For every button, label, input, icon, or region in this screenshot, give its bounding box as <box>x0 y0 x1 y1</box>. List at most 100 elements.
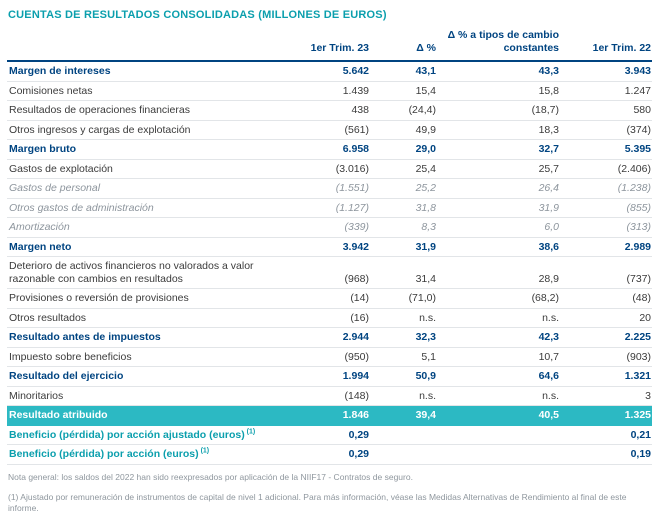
row-label: Margen neto <box>7 237 290 257</box>
row-label: Gastos de explotación <box>7 159 290 179</box>
row-value: 3.942 <box>290 237 370 257</box>
row-value: 1.846 <box>290 405 370 426</box>
row-value: 1.325 <box>560 405 652 426</box>
row-value: (374) <box>560 120 652 140</box>
row-label: Beneficio (pérdida) por acción (euros) (… <box>7 444 290 465</box>
page-title: CUENTAS DE RESULTADOS CONSOLIDADAS (MILL… <box>8 9 387 21</box>
table-row: Gastos de personal (1.551) 25,2 26,4 (1.238) <box>7 178 652 199</box>
row-label: Resultado antes de impuestos <box>7 327 290 348</box>
row-value: n.s. <box>437 386 560 406</box>
row-value: 3.943 <box>560 61 652 82</box>
table-row: Beneficio (pérdida) por acción ajustado … <box>7 425 652 445</box>
table-row: Otros resultados (16) n.s. n.s. 20 <box>7 308 652 328</box>
row-value: 6,0 <box>437 217 560 238</box>
row-label: Otros gastos de administración <box>7 198 290 218</box>
row-value: n.s. <box>437 308 560 328</box>
row-value: 2.225 <box>560 327 652 348</box>
row-label: Resultado atribuido <box>7 405 290 426</box>
row-label: Margen bruto <box>7 139 290 160</box>
row-label: Deterioro de activos financieros no valo… <box>7 256 290 289</box>
row-value: 0,29 <box>290 425 370 445</box>
row-value: 31,9 <box>437 198 560 218</box>
row-value: (855) <box>560 198 652 218</box>
table-row: Comisiones netas 1.439 15,4 15,8 1.247 <box>7 81 652 101</box>
row-value: 0,21 <box>560 425 652 445</box>
row-value: 26,4 <box>437 178 560 199</box>
row-label: Comisiones netas <box>7 81 290 101</box>
table-row: Deterioro de activos financieros no valo… <box>7 256 652 289</box>
row-value: 32,7 <box>437 139 560 160</box>
row-value: (48) <box>560 288 652 309</box>
row-label: Amortización <box>7 217 290 238</box>
row-value: 10,7 <box>437 347 560 367</box>
footnotes: Nota general: los saldos del 2022 han si… <box>7 472 652 514</box>
row-value: (313) <box>560 217 652 238</box>
row-value: (737) <box>560 256 652 289</box>
row-value: 6.958 <box>290 139 370 160</box>
table-row: Resultado del ejercicio 1.994 50,9 64,6 1.32… <box>7 366 652 387</box>
footnote-marker: (1) <box>198 447 210 455</box>
row-value: n.s. <box>370 386 437 406</box>
row-value: (1.551) <box>290 178 370 199</box>
row-value: (968) <box>290 256 370 289</box>
row-value: 15,4 <box>370 81 437 101</box>
header-q1-23: 1er Trim. 23 <box>290 29 370 62</box>
row-value: 1.321 <box>560 366 652 387</box>
table-row: Margen neto 3.942 31,9 38,6 2.989 <box>7 237 652 257</box>
row-value: (903) <box>560 347 652 367</box>
row-value <box>370 425 437 445</box>
row-label: Gastos de personal <box>7 178 290 199</box>
row-value: (1.238) <box>560 178 652 199</box>
footnote-marker: (1) <box>244 428 256 435</box>
row-value: 32,3 <box>370 327 437 348</box>
row-value: (68,2) <box>437 288 560 309</box>
row-value: 0,19 <box>560 444 652 465</box>
table-body: Margen de intereses 5.642 43,1 43,3 3.943 Com… <box>7 61 652 465</box>
row-value: (148) <box>290 386 370 406</box>
row-value: 40,5 <box>437 405 560 426</box>
row-value: 38,6 <box>437 237 560 257</box>
row-value: 43,3 <box>437 61 560 82</box>
row-value: 1.247 <box>560 81 652 101</box>
row-value: 5.395 <box>560 139 652 160</box>
table-row: Resultados de operaciones financieras 438… <box>7 100 652 121</box>
row-value: 25,4 <box>370 159 437 179</box>
row-value: 18,3 <box>437 120 560 140</box>
row-value: (561) <box>290 120 370 140</box>
row-value: 2.944 <box>290 327 370 348</box>
row-value: (1.127) <box>290 198 370 218</box>
row-value: (16) <box>290 308 370 328</box>
table-row: Impuesto sobre beneficios (950) 5,1 10,7 (90… <box>7 347 652 367</box>
row-value: 3 <box>560 386 652 406</box>
row-value: 39,4 <box>370 405 437 426</box>
table-row: Minoritarios (148) n.s. n.s. 3 <box>7 386 652 406</box>
row-value: 25,7 <box>437 159 560 179</box>
header-q1-22: 1er Trim. 22 <box>560 29 652 62</box>
row-value: 20 <box>560 308 652 328</box>
row-value: 1.994 <box>290 366 370 387</box>
row-value: 1.439 <box>290 81 370 101</box>
table-row: Otros ingresos y cargas de explotación (5… <box>7 120 652 140</box>
row-value: (24,4) <box>370 100 437 121</box>
row-label: Resultados de operaciones financieras <box>7 100 290 121</box>
row-value: (3.016) <box>290 159 370 179</box>
table-row: Amortización (339) 8,3 6,0 (313) <box>7 217 652 238</box>
row-value: 0,29 <box>290 444 370 465</box>
row-value: 2.989 <box>560 237 652 257</box>
row-label: Minoritarios <box>7 386 290 406</box>
footnote-general: Nota general: los saldos del 2022 han si… <box>8 471 413 482</box>
header-delta-pct: Δ % <box>370 29 437 62</box>
table-row: Margen de intereses 5.642 43,1 43,3 3.943 <box>7 61 652 82</box>
row-value: 28,9 <box>437 256 560 289</box>
row-value: (2.406) <box>560 159 652 179</box>
footnote-1: (1) Ajustado por remuneración de instrum… <box>8 491 627 513</box>
row-label: Otros ingresos y cargas de explotación <box>7 120 290 140</box>
table-row: Resultado antes de impuestos 2.944 32,3 42,… <box>7 327 652 348</box>
table-header: 1er Trim. 23 Δ % Δ % a tipos de cambio c… <box>7 29 652 62</box>
row-label: Margen de intereses <box>7 61 290 82</box>
row-value: 8,3 <box>370 217 437 238</box>
row-value: 31,9 <box>370 237 437 257</box>
row-label: Otros resultados <box>7 308 290 328</box>
row-label: Beneficio (pérdida) por acción ajustado … <box>7 425 290 445</box>
